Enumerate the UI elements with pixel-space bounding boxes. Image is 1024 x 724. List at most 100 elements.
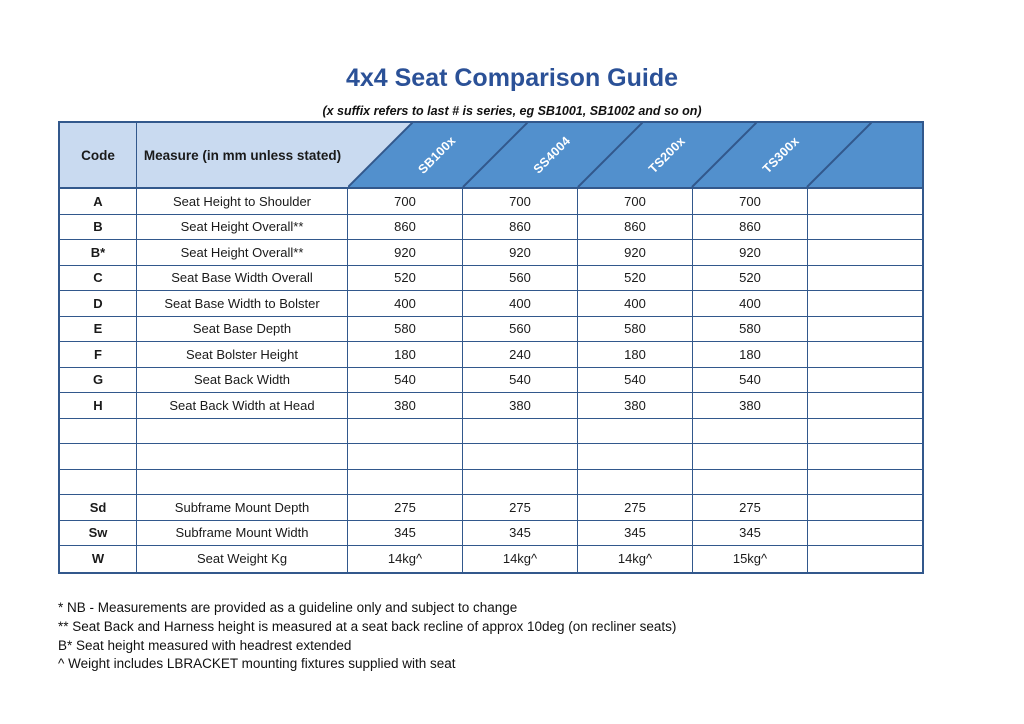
row-value-ts200x [578, 469, 693, 494]
row-value-sb100x: 345 [348, 520, 463, 545]
row-measure: Seat Bolster Height [137, 342, 348, 367]
table-row: W Seat Weight Kg 14kg^ 14kg^ 14kg^ 15kg^ [60, 546, 922, 572]
row-value-ts200x: 180 [578, 342, 693, 367]
footnote-headrest: B* Seat height measured with headrest ex… [58, 637, 352, 653]
row-value-extra [808, 444, 922, 469]
table-row: F Seat Bolster Height 180 240 180 180 [60, 342, 922, 368]
row-measure [137, 418, 348, 443]
row-code [60, 444, 137, 469]
row-value-extra [808, 521, 922, 546]
row-measure: Seat Height to Shoulder [137, 189, 348, 214]
row-value-ts300x [693, 444, 808, 469]
row-measure: Seat Weight Kg [137, 546, 348, 572]
row-value-ts200x: 700 [578, 189, 693, 214]
row-code: Sd [60, 495, 137, 520]
row-value-ts200x: 520 [578, 265, 693, 290]
row-value-extra [808, 266, 922, 291]
row-value-sb100x: 380 [348, 393, 463, 418]
row-value-sb100x: 580 [348, 316, 463, 341]
row-value-ts200x: 400 [578, 291, 693, 316]
footnote-guideline: * NB - Measurements are provided as a gu… [58, 600, 518, 615]
row-value-ss4004: 560 [463, 316, 578, 341]
row-value-extra [808, 495, 922, 520]
row-value-ts300x: 275 [693, 495, 808, 520]
table-header-row: Code Measure (in mm unless stated) SB100… [60, 123, 922, 189]
row-code: E [60, 316, 137, 341]
row-measure: Seat Height Overall** [137, 240, 348, 265]
row-value-extra [808, 368, 922, 393]
row-value-extra [808, 240, 922, 265]
row-value-ts200x [578, 444, 693, 469]
row-value-ss4004 [463, 418, 578, 443]
row-measure: Seat Base Width to Bolster [137, 291, 348, 316]
comparison-table: Code Measure (in mm unless stated) SB100… [58, 121, 924, 574]
row-measure [137, 444, 348, 469]
row-value-ss4004 [463, 469, 578, 494]
row-value-ss4004: 400 [463, 291, 578, 316]
header-code: Code [60, 123, 137, 187]
row-value-sb100x: 920 [348, 240, 463, 265]
row-value-ss4004: 860 [463, 214, 578, 239]
row-value-ts300x: 180 [693, 342, 808, 367]
row-value-ts200x: 345 [578, 520, 693, 545]
row-value-extra [808, 546, 922, 572]
row-value-ts300x: 520 [693, 265, 808, 290]
row-measure: Subframe Mount Depth [137, 495, 348, 520]
page-subtitle: (x suffix refers to last # is series, eg… [322, 104, 702, 118]
table-row: B* Seat Height Overall** 920 920 920 920 [60, 240, 922, 266]
row-value-ss4004 [463, 444, 578, 469]
table-row: E Seat Base Depth 580 560 580 580 [60, 316, 922, 342]
table-body: A Seat Height to Shoulder 700 700 700 70… [60, 189, 922, 572]
row-value-ss4004: 700 [463, 189, 578, 214]
row-code: A [60, 189, 137, 214]
row-value-ts200x: 580 [578, 316, 693, 341]
row-measure: Seat Height Overall** [137, 214, 348, 239]
row-code: F [60, 342, 137, 367]
row-measure: Seat Back Width at Head [137, 393, 348, 418]
row-value-ts300x: 345 [693, 520, 808, 545]
row-measure: Seat Back Width [137, 367, 348, 392]
row-value-ss4004: 240 [463, 342, 578, 367]
row-value-ss4004: 540 [463, 367, 578, 392]
row-value-sb100x: 275 [348, 495, 463, 520]
row-value-ts300x: 700 [693, 189, 808, 214]
row-value-ss4004: 14kg^ [463, 546, 578, 572]
row-value-ts300x [693, 469, 808, 494]
row-value-ts300x: 15kg^ [693, 546, 808, 572]
row-code [60, 469, 137, 494]
row-value-sb100x: 180 [348, 342, 463, 367]
row-value-ss4004: 275 [463, 495, 578, 520]
row-value-ts300x: 920 [693, 240, 808, 265]
table-row: D Seat Base Width to Bolster 400 400 400… [60, 291, 922, 317]
row-value-sb100x: 540 [348, 367, 463, 392]
row-value-sb100x [348, 469, 463, 494]
table-row: B Seat Height Overall** 860 860 860 860 [60, 214, 922, 240]
row-value-ts300x [693, 418, 808, 443]
row-value-ts300x: 400 [693, 291, 808, 316]
row-value-ts200x: 860 [578, 214, 693, 239]
table-row [60, 469, 922, 495]
row-value-extra [808, 470, 922, 495]
table-row: G Seat Back Width 540 540 540 540 [60, 367, 922, 393]
header-measure: Measure (in mm unless stated) [143, 147, 342, 163]
row-measure [137, 469, 348, 494]
row-code: B* [60, 240, 137, 265]
header-series-area: SB100x SS4004 TS200x TS300x [348, 123, 922, 187]
row-value-sb100x: 860 [348, 214, 463, 239]
table-row: Sw Subframe Mount Width 345 345 345 345 [60, 520, 922, 546]
table-row: H Seat Back Width at Head 380 380 380 38… [60, 393, 922, 419]
page-title: 4x4 Seat Comparison Guide [345, 64, 679, 92]
row-value-sb100x [348, 418, 463, 443]
row-value-sb100x: 700 [348, 189, 463, 214]
row-value-sb100x: 520 [348, 265, 463, 290]
table-row [60, 444, 922, 470]
table-row: C Seat Base Width Overall 520 560 520 52… [60, 265, 922, 291]
row-code: W [60, 546, 137, 572]
row-code: G [60, 367, 137, 392]
row-value-ts200x: 14kg^ [578, 546, 693, 572]
row-value-extra [808, 393, 922, 418]
table-row: A Seat Height to Shoulder 700 700 700 70… [60, 189, 922, 215]
row-value-ss4004: 380 [463, 393, 578, 418]
row-value-ts300x: 580 [693, 316, 808, 341]
